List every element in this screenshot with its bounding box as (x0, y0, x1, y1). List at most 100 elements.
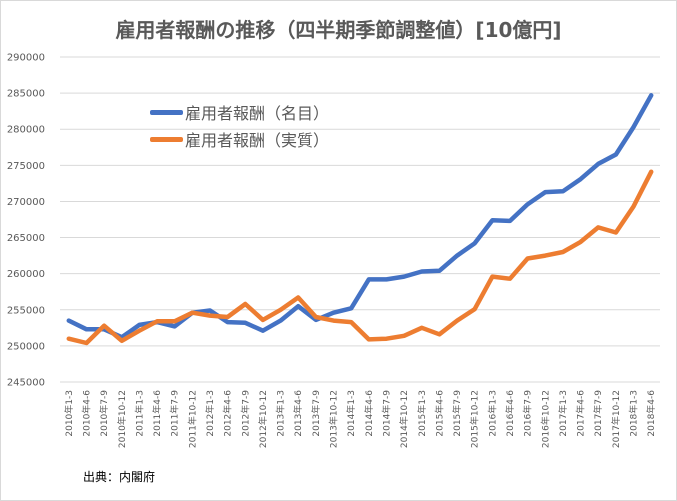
x-tick-label: 2011年4-6 (151, 390, 163, 437)
x-tick-label: 2017年1-3 (557, 390, 569, 437)
data-point (297, 304, 300, 308)
y-tick-label: 265000 (7, 233, 45, 244)
y-tick-label: 275000 (7, 161, 45, 172)
x-tick-label: 2011年7-9 (169, 390, 181, 437)
x-tick-label: 2011年1-3 (133, 390, 145, 437)
data-point (244, 302, 247, 306)
data-point (473, 242, 476, 245)
data-point (491, 219, 494, 222)
data-point (649, 94, 653, 97)
data-point (332, 319, 335, 322)
data-point (561, 250, 565, 254)
data-point (349, 320, 353, 324)
x-tick-label: 2010年4-6 (80, 390, 92, 437)
x-tick-label: 2016年4-6 (504, 390, 516, 437)
data-point (367, 278, 371, 281)
x-tick-label: 2017年4-6 (575, 390, 587, 437)
x-tick-label: 2016年7-9 (522, 390, 534, 437)
data-point (455, 319, 459, 322)
series-line-0 (66, 93, 654, 340)
data-point (632, 125, 635, 129)
x-tick-label: 2012年10-12 (257, 390, 269, 448)
data-point (579, 177, 582, 181)
x-tick-label: 2014年4-6 (363, 390, 375, 437)
x-tick-label: 2012年7-9 (239, 390, 251, 437)
data-point (226, 320, 229, 324)
x-tick-label: 2013年4-6 (292, 390, 304, 437)
legend-item-nominal: 雇用者報酬（名目） (150, 100, 329, 124)
data-point (438, 269, 441, 272)
data-point (332, 311, 335, 314)
data-point (597, 226, 600, 229)
x-tick-label: 2014年10-12 (398, 390, 410, 448)
data-point (261, 329, 265, 332)
source-note: 出典：内閣府 (83, 470, 156, 484)
data-point (402, 275, 406, 278)
data-point (385, 278, 388, 281)
data-point (279, 308, 282, 311)
data-point (67, 319, 71, 322)
legend-label-real: 雇用者報酬（実質） (185, 131, 330, 150)
y-tick-label: 245000 (7, 378, 45, 389)
data-point (155, 320, 159, 323)
y-tick-label: 285000 (7, 89, 45, 100)
data-point (402, 334, 406, 337)
y-tick-label: 280000 (7, 125, 45, 136)
y-tick-label: 270000 (7, 197, 45, 208)
legend-item-real: 雇用者報酬（実質） (150, 127, 329, 151)
series-line-1 (66, 169, 654, 346)
x-tick-label: 2016年1-3 (486, 390, 498, 437)
data-point (544, 190, 547, 194)
x-tick-label: 2013年10-12 (328, 390, 340, 448)
data-point (208, 309, 212, 312)
x-tick-label: 2012年1-3 (204, 390, 216, 437)
legend-swatch-real (150, 136, 183, 142)
data-point (191, 311, 194, 314)
x-tick-label: 2015年4-6 (433, 390, 445, 437)
data-point (420, 326, 423, 330)
data-point (102, 324, 106, 327)
data-point (526, 257, 529, 260)
data-point (279, 319, 282, 322)
data-point (138, 323, 141, 327)
data-point (632, 205, 635, 208)
data-point (85, 341, 88, 345)
x-tick-label: 2010年10-12 (116, 390, 128, 448)
x-tick-label: 2018年4-6 (645, 390, 657, 437)
data-point (614, 153, 618, 156)
data-point (544, 254, 547, 257)
x-tick-label: 2013年7-9 (310, 390, 322, 437)
x-tick-label: 2011年10-12 (186, 390, 198, 448)
x-tick-label: 2012年4-6 (222, 390, 234, 437)
data-point (455, 254, 459, 257)
data-point (526, 203, 529, 206)
chart-title: 雇用者報酬の推移（四半期季節調整値）[10億円] (115, 18, 562, 42)
data-point (226, 315, 229, 319)
data-point (208, 314, 212, 317)
data-point (473, 307, 476, 311)
data-point (508, 219, 512, 223)
x-tick-label: 2015年1-3 (416, 390, 428, 437)
data-point (314, 315, 318, 319)
data-point (367, 338, 371, 341)
data-point (120, 339, 123, 343)
data-point (579, 240, 582, 244)
data-point (261, 318, 265, 322)
data-point (173, 325, 176, 328)
x-tick-label: 2018年1-3 (628, 390, 640, 437)
data-point (385, 337, 388, 340)
data-point (85, 328, 88, 331)
y-tick-label: 250000 (7, 341, 45, 352)
y-tick-label: 290000 (7, 53, 45, 64)
data-point (438, 333, 441, 336)
y-tick-label: 255000 (7, 305, 45, 316)
y-tick-label: 260000 (7, 269, 45, 280)
data-point (491, 275, 494, 278)
data-point (244, 321, 247, 324)
data-point (67, 337, 71, 340)
x-tick-label: 2016年10-12 (539, 390, 551, 448)
x-tick-label: 2014年7-9 (380, 390, 392, 437)
data-point (173, 320, 176, 323)
x-tick-label: 2015年7-9 (451, 390, 463, 437)
